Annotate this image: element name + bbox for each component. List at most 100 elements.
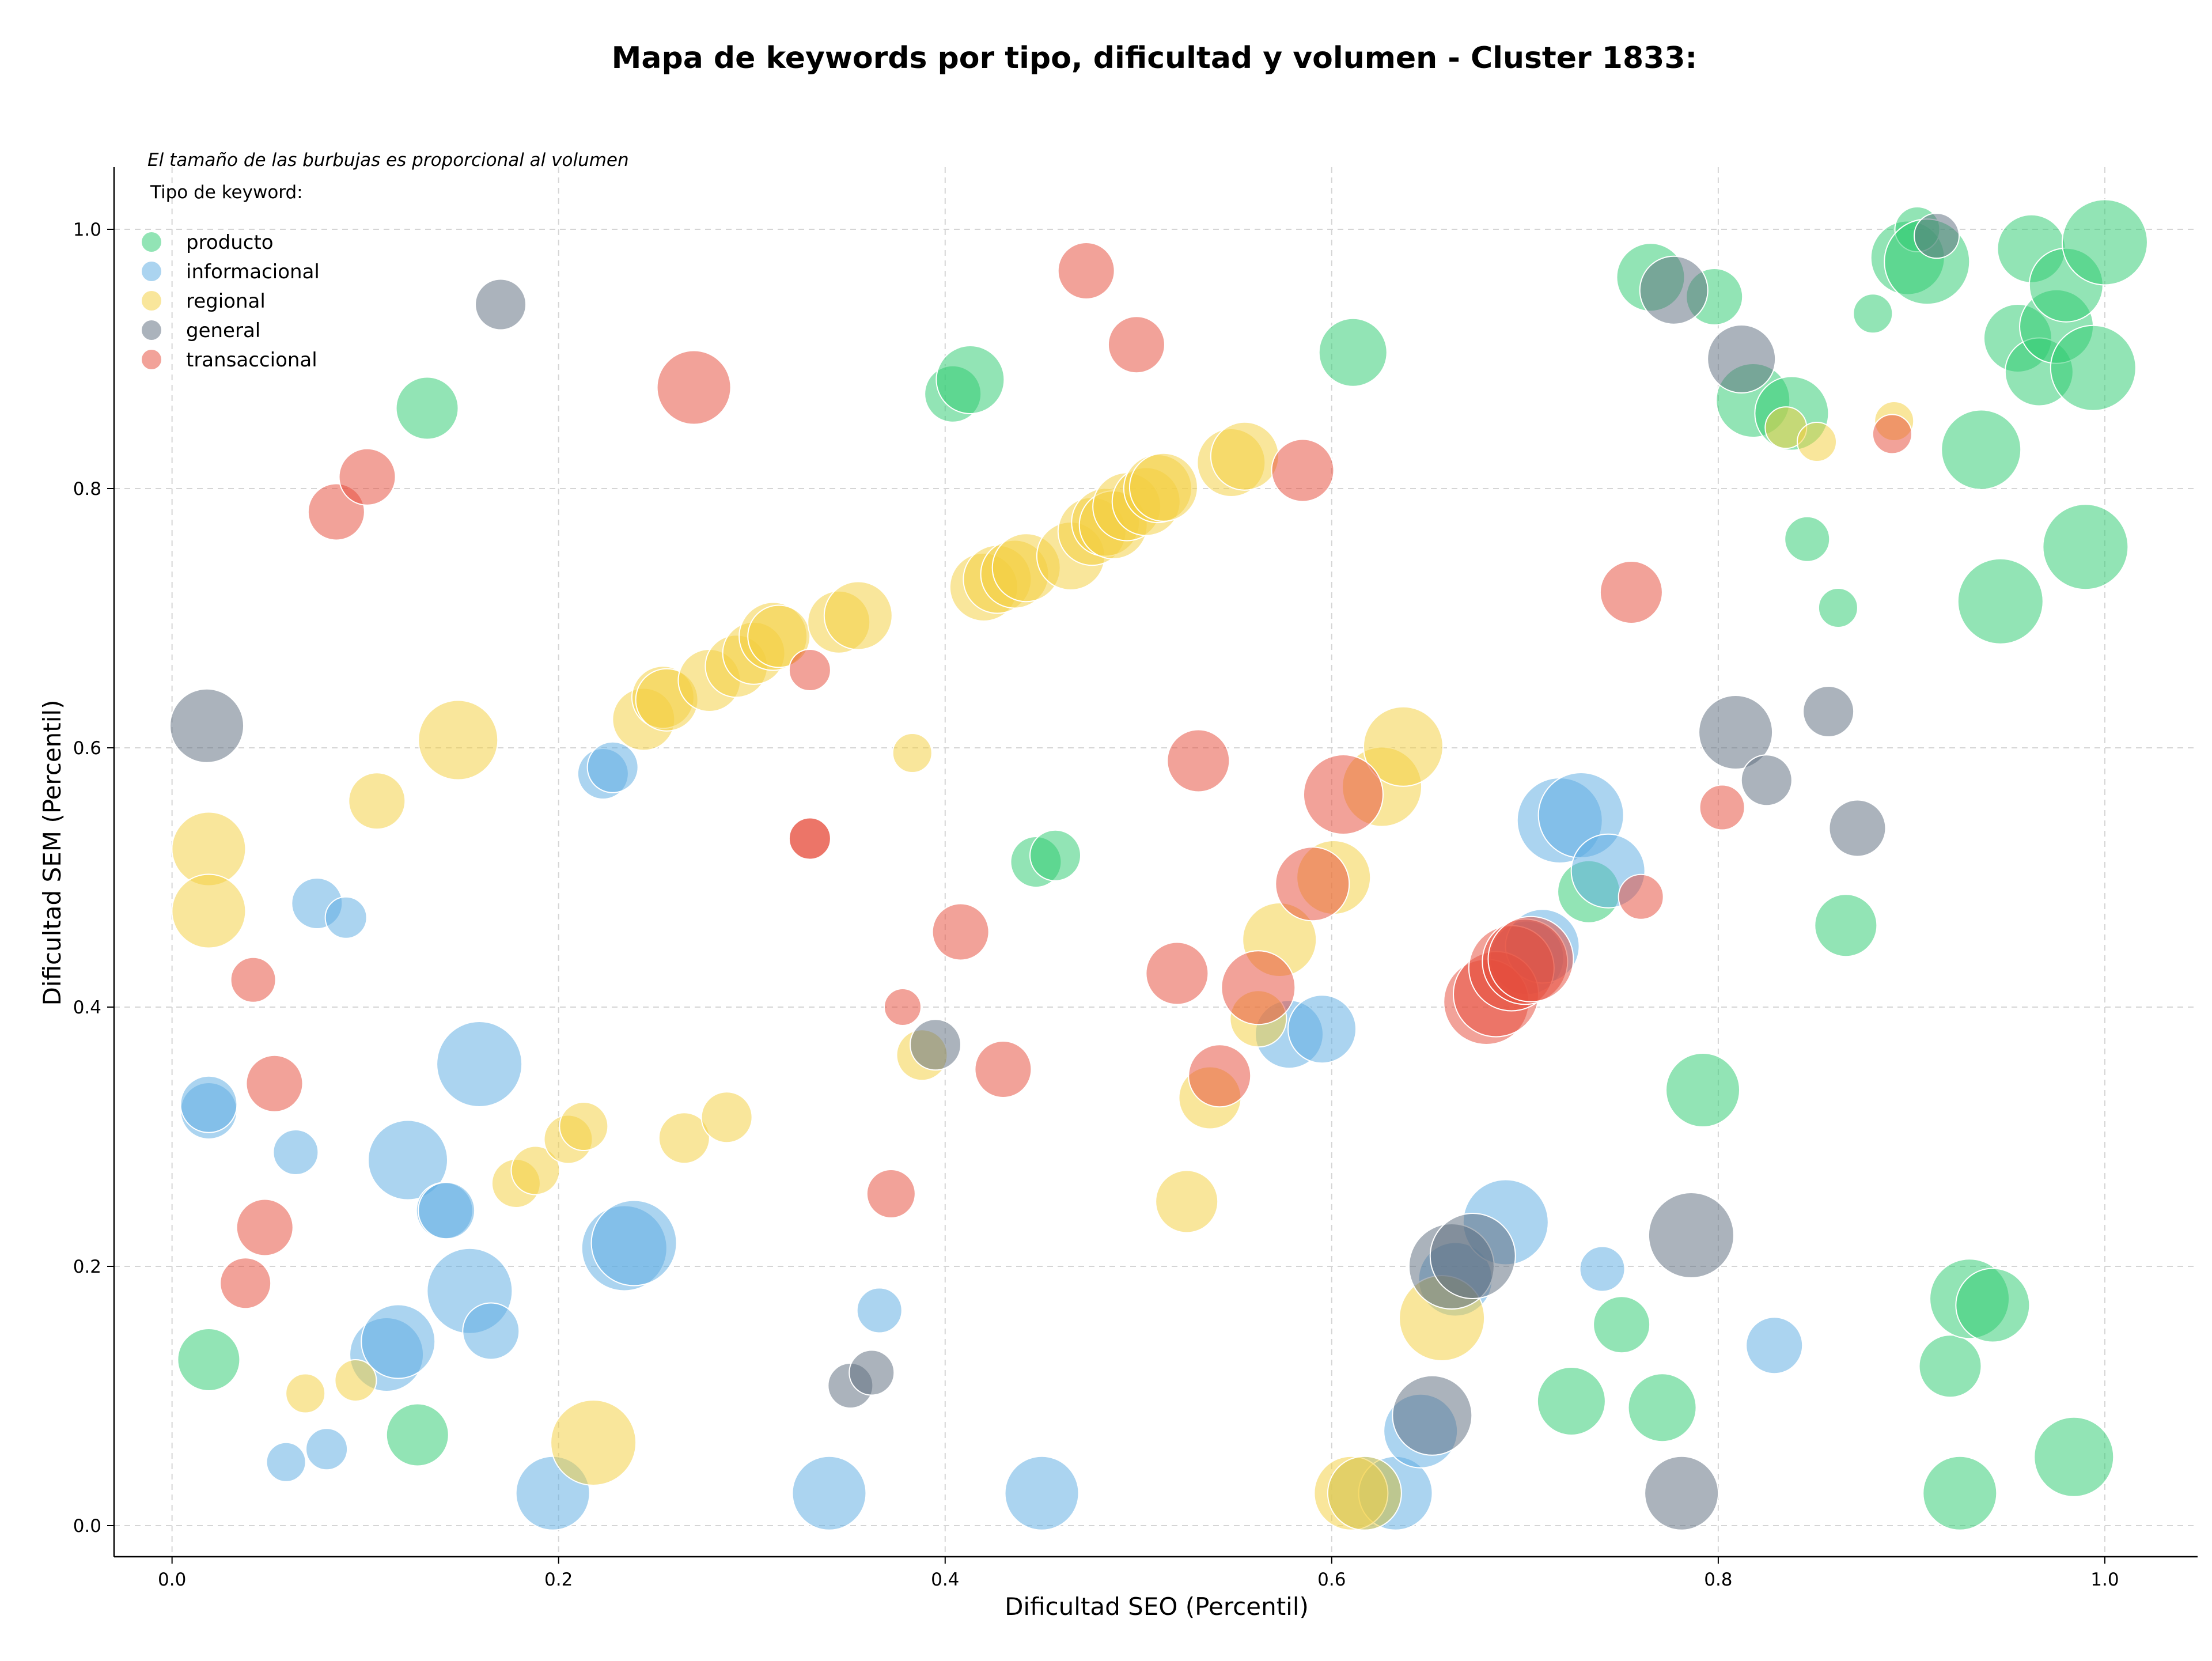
legend-label-regional: regional [186,290,266,313]
point-transaccional [656,350,732,425]
point-producto [1784,516,1831,562]
point-producto [935,345,1005,414]
point-producto [1817,588,1858,628]
legend-marker-regional [142,291,161,311]
point-informacional [305,1428,349,1471]
point-producto [177,1328,241,1391]
point-regional [1210,421,1279,491]
point-producto [1814,894,1878,958]
point-producto [1955,1267,2031,1343]
point-transaccional [1166,729,1230,793]
point-informacional [586,741,639,793]
legend-marker-producto [142,232,161,252]
point-transaccional [1599,561,1663,624]
point-producto [1627,1373,1697,1443]
x-tick-label: 0.2 [544,1569,573,1590]
point-regional [550,1399,637,1486]
legend-label-general: general [186,319,260,342]
point-informacional [272,1129,319,1175]
point-general [1707,324,1777,394]
legend-marker-transaccional [142,350,161,369]
x-tick-label: 1.0 [2090,1569,2119,1590]
point-informacional [856,1287,903,1334]
point-producto [395,376,459,440]
point-producto [2061,199,2148,286]
point-regional [1128,452,1198,522]
point-regional [747,604,811,668]
point-transaccional [883,988,922,1026]
point-transaccional [1107,316,1165,374]
point-informacional [436,1021,523,1107]
point-producto [1957,558,2044,645]
point-producto [2050,324,2137,411]
point-producto [2042,504,2129,591]
size-note: El tamaño de las burbujas es proporciona… [147,150,629,171]
x-axis-label: Dificultad SEO (Percentil) [1005,1592,1309,1621]
point-regional [1327,1455,1402,1531]
point-transaccional [788,649,831,691]
point-transaccional [1699,784,1745,831]
point-regional [1362,706,1444,787]
point-informacional [324,896,368,939]
point-producto [1941,409,2022,490]
point-transaccional [931,903,990,961]
point-general [849,1349,895,1396]
point-regional [334,1359,377,1402]
point-regional [1155,1170,1219,1234]
y-axis-label: Dificultad SEM (Percentil) [38,700,66,1006]
point-transaccional [788,817,831,860]
point-informacional [368,1119,449,1201]
point-general [475,278,527,331]
point-transaccional [245,1054,304,1113]
point-regional [892,733,933,773]
legend-marker-general [142,320,161,340]
point-informacional [1745,1316,1804,1375]
point-transaccional [1618,873,1664,920]
point-transaccional [219,1257,272,1310]
point-general [1392,1375,1473,1456]
point-informacional [462,1302,520,1360]
point-producto [1922,1455,1998,1531]
point-transaccional [1275,846,1350,922]
point-regional [1797,422,1838,462]
point-informacional [266,1441,306,1482]
point-general [909,1019,961,1071]
point-regional [418,699,499,781]
chart-title: Mapa de keywords por tipo, dificultad y … [612,41,1698,75]
point-general [1644,1455,1719,1531]
point-producto [2033,1416,2115,1497]
axes: 0.0 0.2 0.4 0.6 0.8 1.0 0.0 0.2 0.4 0.6 0.8 1.0 [73,167,2198,1590]
y-tick-label: 0.4 [73,997,101,1018]
x-tick-label: 0.6 [1317,1569,1346,1590]
point-general [1740,754,1793,807]
y-tick-label: 0.6 [73,738,101,759]
data-points [169,199,2148,1531]
x-tick-label: 0.0 [158,1569,186,1590]
point-regional [171,873,247,949]
point-general [1429,1213,1516,1299]
point-transaccional [230,956,276,1003]
x-tick-label: 0.4 [931,1569,959,1590]
point-regional [700,1091,753,1144]
point-regional [559,1102,609,1151]
point-transaccional [1271,438,1335,502]
x-tick-label: 0.8 [1704,1569,1732,1590]
point-informacional [1579,1246,1626,1292]
legend-label-producto: producto [186,231,274,254]
point-producto [1918,1334,1982,1398]
point-producto [1593,1296,1651,1354]
point-transaccional [866,1169,916,1219]
point-regional [348,772,406,830]
point-informacional [418,1182,476,1240]
legend-label-transaccional: transaccional [186,349,317,372]
point-producto [1536,1367,1606,1436]
point-regional [658,1112,710,1164]
y-tick-label: 0.2 [73,1257,101,1277]
y-tick-label: 0.0 [73,1516,101,1537]
legend-title: Tipo de keyword: [150,182,303,203]
y-tick-label: 1.0 [73,220,101,240]
point-transaccional [1487,915,1574,1002]
point-general [1639,255,1709,325]
point-transaccional [974,1041,1032,1098]
